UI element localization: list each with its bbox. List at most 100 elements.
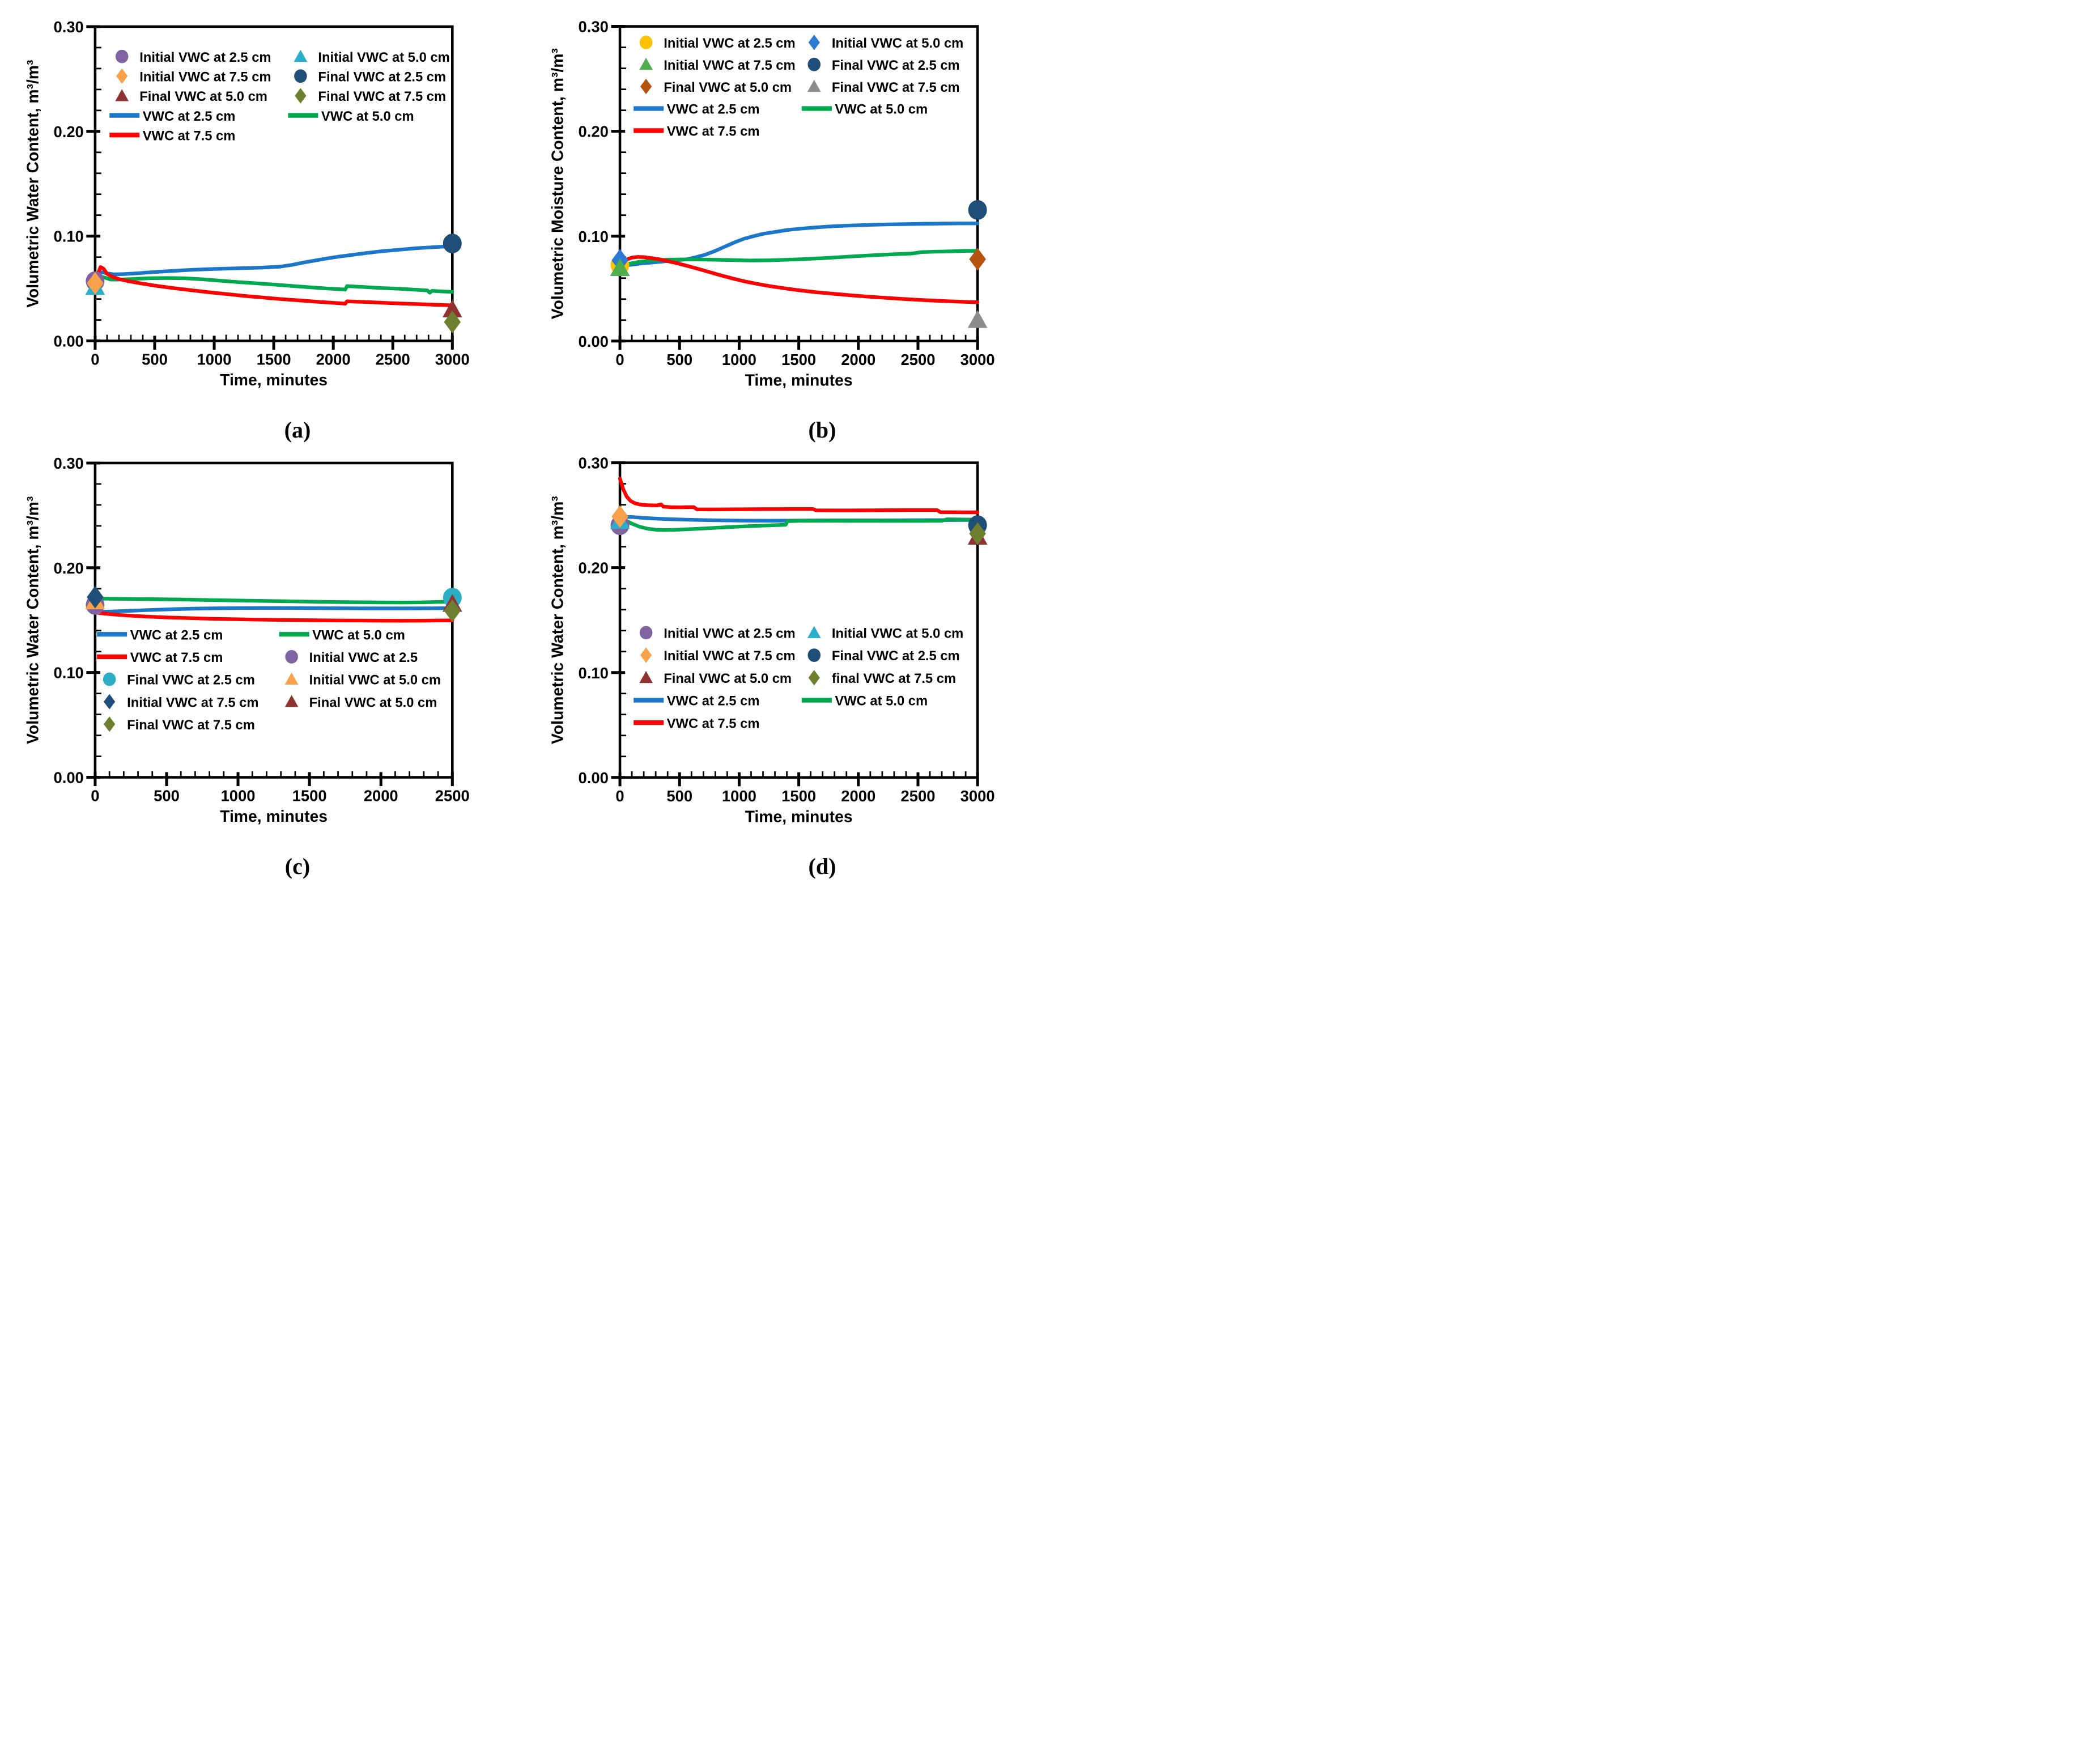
legend-label: Initial VWC at 5.0 cm (832, 36, 963, 51)
point-initial-vwc-at-7.5-cm (87, 271, 104, 295)
x-tick-label: 500 (666, 351, 692, 368)
legend-item: Initial VWC at 2.5 cm (639, 626, 796, 642)
y-tick-label: 0.30 (579, 18, 609, 36)
legend-item: Initial VWC at 7.5 cm (104, 694, 258, 710)
legend-marker-final-vwc-at-2.5-cm (294, 69, 307, 83)
legend-marker-initial-vwc-at-7.5-cm (639, 57, 653, 70)
series-line-vwc-at-7.5-cm (618, 477, 980, 515)
legend-label: Initial VWC at 2.5 cm (664, 626, 795, 642)
y-tick-label: 0.10 (579, 228, 609, 245)
legend-marker-initial-vwc-at-7.5-cm (104, 694, 116, 710)
y-axis-title: Volumetric Water Content, m³/m³ (24, 496, 42, 744)
x-tick-label: 500 (154, 787, 180, 805)
legend-marker-final-vwc-at-7.5-cm (807, 79, 821, 92)
panel-c: 0 500 1000 1500 2000 2500 0.00 0.10 0.20 0.30 Time… (23, 445, 502, 879)
x-tick-label: 2000 (364, 787, 398, 805)
legend-marker-final-vwc-at-7.5-cm (104, 716, 116, 732)
legend-label: Final VWC at 2.5 cm (832, 648, 960, 664)
x-tick-label: 1000 (197, 351, 232, 368)
x-tick-label: 1000 (722, 787, 756, 805)
point-initial-vwc-at-7.5-cm (610, 258, 630, 277)
legend-marker-initial-vwc-at-2.5-cm (115, 49, 129, 63)
x-tick-label: 1500 (257, 351, 291, 368)
panel-caption-d: (d) (808, 854, 836, 879)
x-tick-label: 2000 (841, 351, 875, 368)
legend-item: VWC at 7.5 cm (109, 128, 235, 143)
x-tick-label: 0 (615, 351, 624, 368)
legend-item: VWC at 5.0 cm (801, 694, 928, 709)
x-tick-label: 2500 (376, 351, 410, 368)
y-tick-label: 0.00 (53, 769, 83, 787)
legend-item: Final VWC at 7.5 cm (104, 716, 255, 733)
legend-label: Final VWC at 2.5 cm (318, 69, 446, 84)
legend-item: VWC at 5.0 cm (801, 102, 928, 117)
legend-label: Final VWC at 5.0 cm (664, 671, 792, 686)
legend-marker-initial-vwc-at-2.5-cm (639, 35, 653, 49)
point-initial-vwc-at-7.5-cm (611, 505, 628, 528)
panel-caption-a: (a) (284, 417, 311, 443)
legend-marker-initial-vwc-at-5.0-cm (808, 35, 820, 50)
legend-marker-final-vwc-at-5.0-cm (640, 78, 652, 95)
x-tick-label: 0 (615, 787, 624, 805)
legend-item: Initial VWC at 2.5 cm (639, 35, 796, 51)
x-axis-title: Time, minutes (745, 808, 853, 826)
y-tick-label: 0.20 (53, 559, 83, 577)
legend-marker-initial-vwc-at-2.5 (285, 649, 298, 664)
legend-item: Final VWC at 7.5 cm (807, 79, 960, 95)
x-tick-label: 2000 (841, 787, 875, 805)
legend-label: Initial VWC at 7.5 cm (664, 58, 795, 73)
legend-label: VWC at 7.5 cm (667, 716, 760, 731)
legend-marker-final-vwc-at-2.5-cm (807, 648, 821, 662)
panel-caption-b: (b) (808, 417, 836, 443)
legend-label: Initial VWC at 2.5 cm (139, 50, 271, 65)
y-axis-title: Volumetric Water Content, m³/m³ (24, 60, 42, 308)
y-tick-label: 0.10 (53, 228, 83, 245)
legend-item: Final VWC at 2.5 cm (103, 672, 255, 688)
x-tick-label: 3000 (960, 351, 995, 368)
y-tick-label: 0.10 (579, 664, 609, 682)
point-final-vwc-at-2.5-cm (968, 200, 987, 220)
legend-item: Final VWC at 5.0 cm (639, 670, 792, 686)
chart-d: 0 500 1000 1500 2000 2500 3000 0.00 0.10 0.20 0.30… (549, 455, 994, 826)
legend-marker-final-vwc-at-7.5-cm (808, 670, 820, 686)
legend-item: VWC at 7.5 cm (634, 716, 759, 731)
point-final-vwc-at-2.5-cm (443, 233, 462, 253)
x-tick-label: 3000 (435, 351, 470, 368)
x-tick-label: 1000 (722, 351, 756, 368)
legend-item: VWC at 2.5 cm (109, 109, 235, 124)
chart-c: 0 500 1000 1500 2000 2500 0.00 0.10 0.20 0.30 Time… (24, 455, 469, 826)
series-line-vwc-at-7.5-cm (93, 265, 454, 307)
legend-label: VWC at 2.5 cm (667, 694, 760, 709)
legend: Initial VWC at 2.5 cm Initial VWC at 5.0 … (634, 35, 963, 139)
legend-item: Final VWC at 5.0 cm (640, 78, 792, 95)
legend-label: Initial VWC at 7.5 cm (127, 695, 258, 710)
point-final-vwc-at-5.0-cm (969, 248, 986, 271)
panel-b: 0 500 1000 1500 2000 2500 3000 0.00 0.10 0.20 0.30… (547, 9, 1027, 443)
legend-label: Final VWC at 5.0 cm (664, 80, 792, 95)
legend-item: VWC at 7.5 cm (634, 124, 759, 139)
legend-label: Initial VWC at 2.5 cm (664, 36, 795, 51)
y-tick-label: 0.20 (579, 559, 609, 577)
legend-label: Initial VWC at 7.5 cm (139, 69, 271, 84)
legend: Initial VWC at 2.5 cm Initial VWC at 5.0 … (634, 626, 963, 731)
x-tick-label: 1000 (221, 787, 256, 805)
x-tick-label: 500 (142, 351, 168, 368)
legend-label: VWC at 2.5 cm (667, 102, 760, 117)
legend-item: Initial VWC at 2.5 cm (115, 49, 271, 65)
legend-item: Final VWC at 2.5 cm (807, 648, 960, 664)
y-tick-label: 0.10 (53, 664, 83, 682)
panel-caption-c: (c) (284, 854, 311, 879)
y-tick-label: 0.00 (579, 333, 609, 350)
point-initial-vwc-at-7.5-cm (87, 585, 104, 609)
x-tick-label: 2500 (900, 351, 935, 368)
legend: Initial VWC at 2.5 cm Initial VWC at 5.0 … (109, 49, 450, 143)
legend-marker-final-vwc-at-7.5-cm (295, 88, 307, 104)
x-tick-label: 1500 (781, 787, 816, 805)
y-tick-label: 0.30 (53, 455, 83, 472)
legend-label: VWC at 2.5 cm (130, 627, 223, 643)
legend-label: Initial VWC at 5.0 cm (318, 50, 449, 65)
legend-label: VWC at 2.5 cm (143, 109, 236, 124)
x-axis-title: Time, minutes (220, 808, 328, 826)
legend-item: VWC at 5.0 cm (279, 627, 405, 643)
chart-b: 0 500 1000 1500 2000 2500 3000 0.00 0.10 0.20 0.30… (549, 18, 995, 390)
